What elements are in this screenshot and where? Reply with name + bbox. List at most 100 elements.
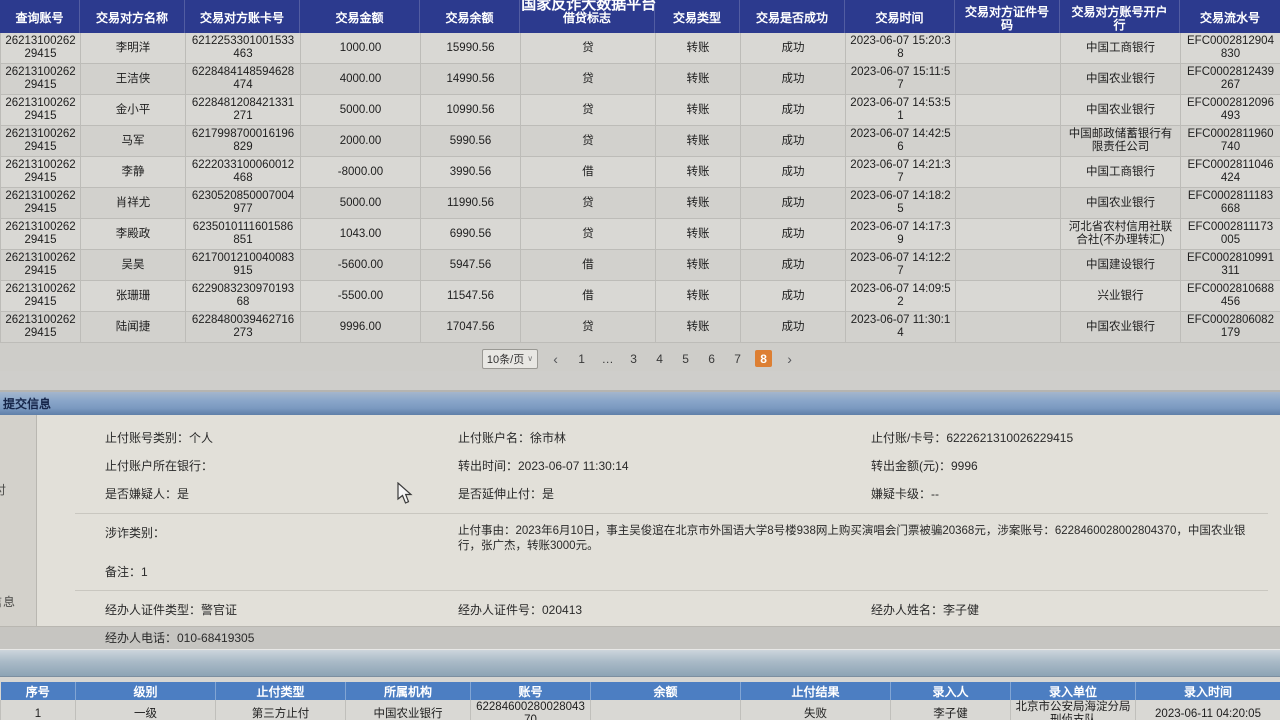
transactions-table: 2621310026229415 李明洋 6212253301001533463…: [0, 33, 1280, 343]
transaction-row[interactable]: 2621310026229415 肖祥尤 6230520850007004977…: [0, 187, 1280, 219]
cell-amount: -5500.00: [300, 280, 421, 312]
operator-col1: 经办人证件类型：警官证: [105, 603, 238, 617]
cell-query-account: 2621310026229415: [0, 63, 81, 95]
cell-serial: EFC0002811173005: [1180, 218, 1280, 250]
transactions-section: 国家反诈大数据平台 查询账号 交易对方名称 交易对方账卡号 交易金额 交易余额 …: [0, 0, 1280, 343]
transaction-row[interactable]: 2621310026229415 李明洋 6212253301001533463…: [0, 33, 1280, 64]
cell-id-number: [955, 249, 1061, 281]
cell-id-number: [955, 311, 1061, 343]
cell-query-account: 2621310026229415: [0, 280, 81, 312]
submit-info-header: 提交信息: [0, 392, 1280, 415]
col-header-counterparty-card: 交易对方账卡号: [185, 0, 300, 33]
cell-type: 转账: [655, 33, 741, 64]
page-button[interactable]: ›: [787, 350, 792, 367]
transaction-row[interactable]: 2621310026229415 吴昊 6217001210040083915 …: [0, 249, 1280, 281]
cell-bank: 中国农业银行: [1060, 94, 1181, 126]
cell-serial: EFC0002812096493: [1180, 94, 1280, 126]
cell-amount: 1000.00: [300, 33, 421, 64]
operator-col3: [871, 629, 1268, 646]
left-rail: 付 信息: [0, 415, 37, 626]
cell-counterparty-name: 张珊珊: [80, 280, 186, 312]
page-button[interactable]: 4: [656, 351, 663, 366]
cell-type: 转账: [655, 311, 741, 343]
cell-type: 转账: [655, 280, 741, 312]
transaction-row[interactable]: 2621310026229415 王洁侠 6228484148594628474…: [0, 63, 1280, 95]
operator-col2: 经办人证件号：020413: [458, 603, 583, 617]
cell-counterparty-card: 6212253301001533463: [185, 33, 301, 64]
cell-id-number: [955, 218, 1061, 250]
fraud-category-field: 涉诈类别：: [105, 526, 166, 540]
cell-amount: 4000.00: [300, 63, 421, 95]
cell-debit-credit: 借: [520, 156, 656, 188]
stop-payment-row[interactable]: 1 一级 第三方止付 中国农业银行 6228460028002804370 失败…: [0, 700, 1280, 720]
cell-serial: EFC0002812439267: [1180, 63, 1280, 95]
cell-id-number: [955, 280, 1061, 312]
cell-time: 2023-06-07 14:42:56: [845, 125, 956, 157]
window-divider-bar: [0, 649, 1280, 677]
page-button[interactable]: …: [601, 351, 614, 366]
cell-query-account: 2621310026229415: [0, 94, 81, 126]
page-button[interactable]: 3: [630, 351, 637, 366]
stop-payment-section: 序号 级别 止付类型 所属机构 账号 余额 止付结果 录入人 录入单位 录入时间…: [0, 677, 1280, 720]
cell-debit-credit: 贷: [520, 94, 656, 126]
page-button[interactable]: 8: [755, 350, 773, 367]
account-fields: 止付账号类别：个人 止付账户名：徐市林 止付账/卡号：6222621310026…: [105, 429, 1268, 502]
cell-debit-credit: 借: [520, 280, 656, 312]
col-header-amount: 交易金额: [300, 0, 420, 33]
transaction-row[interactable]: 2621310026229415 张珊珊 622908323097019368 …: [0, 280, 1280, 312]
field-col2: 是否延伸止付：是: [458, 487, 555, 501]
bcol-stop-type: 止付类型: [215, 682, 346, 700]
transaction-row[interactable]: 2621310026229415 马军 6217998700016196829 …: [0, 125, 1280, 157]
cell-bank: 中国农业银行: [1060, 311, 1181, 343]
page-size-label: 10条/页: [486, 353, 525, 366]
cell-counterparty-name: 吴昊: [80, 249, 186, 281]
stop-payment-table: 序号 级别 止付类型 所属机构 账号 余额 止付结果 录入人 录入单位 录入时间…: [0, 682, 1280, 720]
transaction-row[interactable]: 2621310026229415 李殿政 6235010111601586851…: [0, 218, 1280, 250]
cell-time: 2023-06-07 15:11:57: [845, 63, 956, 95]
transaction-row[interactable]: 2621310026229415 金小平 6228481208421331271…: [0, 94, 1280, 126]
page-button[interactable]: ‹: [553, 350, 558, 367]
cell-time: 2023-06-07 14:53:51: [845, 94, 956, 126]
cell-id-number: [955, 63, 1061, 95]
cell-counterparty-name: 马军: [80, 125, 186, 157]
panel-divider-2: [75, 590, 1268, 591]
separator-strip: [0, 371, 1280, 392]
cell-query-account: 2621310026229415: [0, 187, 81, 219]
cell-counterparty-card: 6217001210040083915: [185, 249, 301, 281]
col-header-query-account: 查询账号: [0, 0, 80, 33]
page-button[interactable]: 5: [682, 351, 689, 366]
cell-type: 转账: [655, 63, 741, 95]
page-size-select[interactable]: 10条/页 ∨: [481, 348, 539, 369]
cell-counterparty-card: 6235010111601586851: [185, 218, 301, 250]
cell-id-number: [955, 156, 1061, 188]
cell-success: 成功: [740, 156, 846, 188]
cell-counterparty-name: 李明洋: [80, 33, 186, 64]
cell-id-number: [955, 125, 1061, 157]
cell-success: 成功: [740, 218, 846, 250]
operator-col3: 经办人姓名：李子健: [871, 603, 980, 617]
transaction-row[interactable]: 2621310026229415 陆闻捷 6228480039462716273…: [0, 311, 1280, 343]
page-button[interactable]: 7: [734, 351, 741, 366]
cell-amount: -5600.00: [300, 249, 421, 281]
cell-bank: 兴业银行: [1060, 280, 1181, 312]
page-button[interactable]: 1: [578, 351, 585, 366]
field-col1: 止付账户所在银行：: [105, 459, 214, 473]
transaction-row[interactable]: 2621310026229415 李静 6222033100060012468 …: [0, 156, 1280, 188]
page-button[interactable]: 6: [708, 351, 715, 366]
bcell-stop-type: 第三方止付: [215, 700, 346, 720]
bcell-account: 6228460028002804370: [470, 700, 591, 720]
cell-query-account: 2621310026229415: [0, 33, 81, 64]
cell-debit-credit: 贷: [520, 187, 656, 219]
bcell-balance: [590, 700, 741, 720]
field-col1: 止付账号类别：个人: [105, 431, 214, 445]
bcell-entry-unit: 北京市公安局海淀分局刑侦支队: [1010, 700, 1136, 720]
cell-balance: 17047.56: [420, 311, 521, 343]
cell-id-number: [955, 94, 1061, 126]
cell-counterparty-card: 6222033100060012468: [185, 156, 301, 188]
submit-info-title: 提交信息: [3, 397, 52, 411]
field-col2: 转出时间：2023-06-07 11:30:14: [458, 459, 629, 473]
cell-bank: 中国工商银行: [1060, 156, 1181, 188]
cell-balance: 11990.56: [420, 187, 521, 219]
field-col1: 是否嫌疑人：是: [105, 487, 190, 501]
